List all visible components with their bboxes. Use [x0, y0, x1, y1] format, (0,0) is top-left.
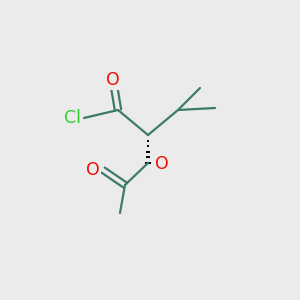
Text: O: O [155, 155, 169, 173]
Text: Cl: Cl [64, 109, 81, 127]
Text: O: O [86, 161, 100, 179]
Text: O: O [106, 71, 120, 89]
